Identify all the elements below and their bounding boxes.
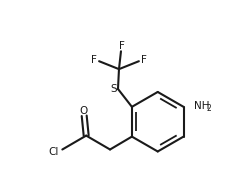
Text: O: O — [79, 106, 87, 116]
Text: 2: 2 — [205, 104, 210, 113]
Text: F: F — [91, 55, 97, 65]
Text: F: F — [119, 41, 124, 51]
Text: S: S — [110, 84, 117, 94]
Text: F: F — [140, 55, 146, 65]
Text: NH: NH — [194, 101, 209, 111]
Text: Cl: Cl — [48, 148, 58, 157]
